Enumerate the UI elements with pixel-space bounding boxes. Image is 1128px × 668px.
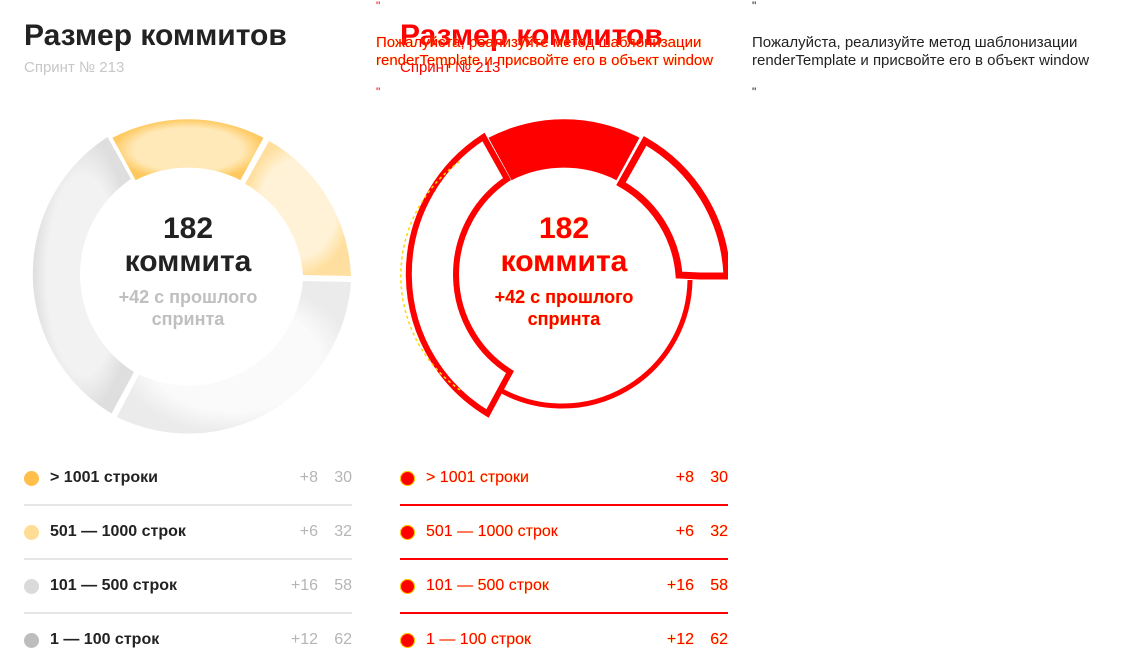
segment-1001-plus: [488, 119, 640, 181]
legend-label: 101 — 500 строк: [50, 577, 178, 594]
legend-dot-icon: [24, 579, 39, 594]
segment-501-1000: [616, 136, 728, 280]
commit-delta: +42 с прошлого спринта: [494, 287, 634, 329]
commit-donut-chart-broken: [400, 119, 728, 418]
legend-delta: +8: [675, 469, 694, 486]
page-title: Размер коммитов: [400, 19, 663, 52]
legend-count: 58: [710, 577, 728, 594]
quote-mark: ": [752, 0, 757, 13]
legend-divider: [24, 504, 352, 506]
legend-dot-icon: [24, 471, 39, 486]
legend-item: > 1001 строки +8 30: [400, 452, 728, 504]
segment-101-500-inner: [400, 159, 463, 391]
commit-size-card: Размер коммитов Спринт № 213: [24, 0, 352, 668]
legend-dot-icon: [24, 525, 39, 540]
quote-mark: ": [752, 85, 757, 99]
legend-item: 101 — 500 строк +16 58: [24, 560, 352, 612]
legend-count: 62: [334, 631, 352, 648]
legend-dot-icon: [24, 633, 39, 648]
segment-1-100: [498, 279, 693, 409]
page-title: Размер коммитов: [24, 19, 287, 52]
legend-divider: [24, 612, 352, 614]
legend-item: 1 — 100 строк +12 62: [24, 614, 352, 666]
legend-count: 32: [334, 523, 352, 540]
legend-divider: [400, 504, 728, 506]
legend-delta: +8: [299, 469, 318, 486]
legend-count: 30: [710, 469, 728, 486]
segment-1001-plus: [112, 119, 264, 181]
donut-center-summary: 182 коммита +42 с прошлого спринта: [414, 212, 714, 330]
legend-divider: [400, 612, 728, 614]
segment-1-100: [116, 281, 351, 434]
legend-dot-icon: [400, 525, 415, 540]
legend-item: 501 — 1000 строк +6 32: [400, 506, 728, 558]
legend-label: > 1001 строки: [50, 469, 158, 486]
legend-item: > 1001 строки +8 30: [24, 452, 352, 504]
legend-count: 62: [710, 631, 728, 648]
legend-label: 1 — 100 строк: [426, 631, 532, 648]
sprint-subtitle: Спринт № 213: [400, 59, 501, 76]
legend-item: 501 — 1000 строк +6 32: [24, 506, 352, 558]
legend-label: 501 — 1000 строк: [426, 523, 558, 540]
legend-label: 1 — 100 строк: [50, 631, 160, 648]
legend-divider: [24, 558, 352, 560]
sprint-subtitle: Спринт № 213: [24, 59, 125, 76]
error-message: Пожалуйста, реализуйте метод шаблонизаци…: [752, 34, 1090, 69]
legend-count: 58: [334, 577, 352, 594]
segment-501-1000: [245, 140, 351, 276]
quote-mark: ": [376, 85, 381, 99]
commit-total: 182 коммита: [500, 212, 628, 278]
legend-delta: +16: [290, 577, 318, 594]
segment-101-500: [32, 137, 134, 414]
commit-total: 182 коммита: [124, 212, 252, 278]
legend-delta: +16: [666, 577, 694, 594]
legend-item: 101 — 500 строк +16 58: [400, 560, 728, 612]
legend-delta: +6: [675, 523, 694, 540]
legend-dot-icon: [400, 633, 415, 648]
legend-divider: [400, 558, 728, 560]
legend-delta: +6: [299, 523, 318, 540]
donut-center-summary: 182 коммита +42 с прошлого спринта: [38, 212, 338, 330]
commit-size-card-broken: Размер коммитов Спринт № 213 182 коммита …: [400, 0, 728, 668]
legend-label: 101 — 500 строк: [426, 577, 549, 594]
legend-item: 1 — 100 строк +12 62: [400, 614, 728, 666]
commit-donut-chart: [32, 119, 351, 434]
legend-delta: +12: [290, 631, 318, 648]
legend-label: > 1001 строки: [426, 469, 529, 486]
legend-dot-icon: [400, 471, 415, 486]
legend-dot-icon: [400, 579, 415, 594]
error-message-overlay: Пожалуйста, реализуйте метод шаблонизаци…: [376, 34, 714, 69]
commit-delta: +42 с прошлого спринта: [118, 287, 258, 329]
legend-count: 32: [710, 523, 728, 540]
legend-delta: +12: [666, 631, 694, 648]
legend-count: 30: [334, 469, 352, 486]
segment-101-500: [405, 132, 514, 418]
legend-list: > 1001 строки +8 30 501 — 1000 строк +6 …: [24, 452, 352, 666]
legend-list: > 1001 строки +8 30 501 — 1000 строк +6 …: [400, 452, 728, 666]
legend-label: 501 — 1000 строк: [50, 523, 186, 540]
quote-mark: ": [376, 0, 381, 13]
